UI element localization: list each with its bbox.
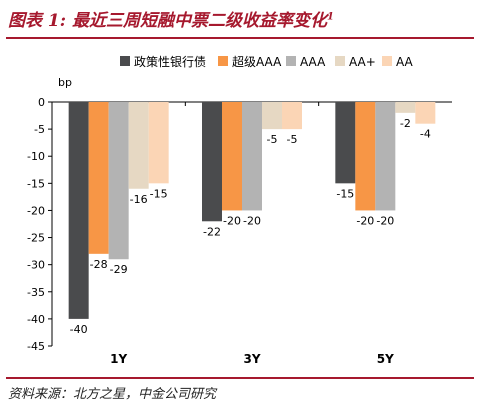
y-tick-label: -20 xyxy=(27,204,45,217)
y-tick-label: -30 xyxy=(27,259,45,272)
y-tick-label: -25 xyxy=(27,232,45,245)
y-tick-label: -40 xyxy=(27,313,45,326)
data-label: -4 xyxy=(420,128,431,141)
x-tick-label: 1Y xyxy=(110,352,127,366)
bar xyxy=(282,102,302,130)
data-label: -22 xyxy=(203,225,221,238)
legend-swatch xyxy=(335,56,345,66)
x-tick-label: 3Y xyxy=(243,352,260,366)
y-tick-label: -10 xyxy=(27,150,45,163)
legend-swatch xyxy=(382,56,392,66)
bar xyxy=(108,102,129,260)
bar xyxy=(335,102,356,184)
data-label: -5 xyxy=(287,133,298,146)
bar xyxy=(222,102,242,211)
bars xyxy=(68,102,436,319)
data-label: -16 xyxy=(130,193,148,206)
bar xyxy=(202,102,222,222)
bar xyxy=(375,102,396,211)
bar xyxy=(88,102,109,254)
legend-swatch xyxy=(120,56,130,66)
y-tick-label: -35 xyxy=(27,286,45,299)
data-label: -29 xyxy=(110,263,128,276)
legend: 政策性银行债 超级AAA AAA AA+ AA xyxy=(120,54,414,69)
data-label: -20 xyxy=(376,214,394,227)
title-footnote-mark: 1 xyxy=(326,11,334,23)
data-label: -28 xyxy=(90,258,108,271)
legend-label: 政策性银行债 xyxy=(134,55,206,69)
bar xyxy=(242,102,262,211)
y-tick-label: -45 xyxy=(27,340,45,353)
legend-label: AAA xyxy=(300,55,326,69)
y-tick-label: -15 xyxy=(27,177,45,190)
bar xyxy=(415,102,436,124)
title-rule xyxy=(6,37,474,39)
data-label: -15 xyxy=(150,187,168,200)
x-tick-label: 5Y xyxy=(377,352,394,366)
legend-swatch xyxy=(218,56,228,66)
y-axis-label: bp xyxy=(58,76,72,89)
data-label: -40 xyxy=(70,323,88,336)
axes: 0 -5 -10 -15 -20 -25 -30 -35 -40 -45 bp 1Y 3Y 5Y xyxy=(27,76,452,366)
chart-title: 图表 1: 最近三周短融中票二级收益率变化1 xyxy=(8,11,334,31)
bar xyxy=(68,102,89,319)
y-tick-label: 0 xyxy=(38,96,45,109)
data-label: -20 xyxy=(243,214,261,227)
bar xyxy=(395,102,416,113)
source-note: 资料来源：北方之星，中金公司研究 xyxy=(8,387,217,402)
legend-swatch xyxy=(286,56,296,66)
bar xyxy=(128,102,149,189)
data-label: -2 xyxy=(400,117,411,130)
bar xyxy=(262,102,282,130)
data-label: -15 xyxy=(336,187,354,200)
bar xyxy=(148,102,169,184)
bar xyxy=(355,102,376,211)
source-rule xyxy=(6,377,474,379)
data-labels: -40-28 -29-16 -15-22-20 -20-5 -5-15-20 -20-2-… xyxy=(70,117,431,336)
data-label: -5 xyxy=(267,133,278,146)
data-label: -20 xyxy=(223,214,241,227)
y-tick-label: -5 xyxy=(34,123,45,136)
legend-label: AA+ xyxy=(349,55,376,69)
legend-label: AA xyxy=(396,55,414,69)
data-label: -20 xyxy=(356,214,374,227)
legend-label: 超级AAA xyxy=(232,54,282,69)
